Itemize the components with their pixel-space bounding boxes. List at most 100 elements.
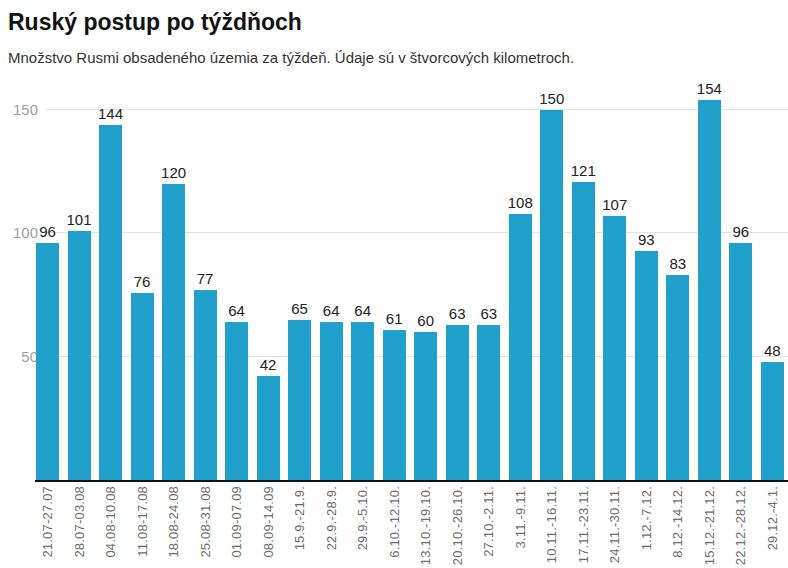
bar[interactable] (729, 243, 752, 480)
y-axis-label: 150 (6, 100, 38, 120)
bar[interactable] (194, 290, 217, 480)
bar[interactable] (68, 231, 91, 480)
x-axis-label: 28.07-03.08 (72, 486, 87, 558)
bar-value-label: 93 (638, 231, 655, 248)
bar[interactable] (414, 332, 437, 480)
y-axis-label: 100 (6, 223, 38, 243)
x-axis-label: 21.07-27.07 (40, 486, 55, 558)
bar-column: 61 (383, 310, 406, 480)
bar-column: 48 (761, 342, 784, 480)
bar[interactable] (572, 182, 595, 480)
x-label-slot: 20.10.-26.10. (446, 486, 469, 568)
x-label-slot: 28.07-03.08 (68, 486, 91, 568)
bar[interactable] (351, 322, 374, 480)
bar[interactable] (257, 376, 280, 480)
bar-value-label: 60 (417, 312, 434, 329)
bar-value-label: 96 (39, 223, 56, 240)
bar-column: 42 (257, 356, 280, 480)
x-axis-label: 24.11.-30.11. (607, 486, 622, 563)
x-axis-label: 29.12.-4.1. (765, 486, 780, 550)
bar-column: 65 (288, 300, 311, 480)
bar[interactable] (698, 100, 721, 480)
chart-title: Ruský postup po týždňoch (8, 8, 788, 36)
bars-container: 9610114476120776442656464616063631081501… (36, 85, 784, 480)
bar-column: 144 (99, 105, 122, 480)
x-axis-label: 01.09-07.09 (229, 486, 244, 558)
x-axis-label: 10.11.-16.11. (544, 486, 559, 563)
bar-column: 64 (225, 302, 248, 480)
x-axis-labels: 21.07-27.07 28.07-03.08 04.08-10.08 11.08-1… (36, 486, 784, 568)
x-axis-label: 04.08-10.08 (103, 486, 118, 558)
bar[interactable] (162, 184, 185, 480)
bar-column: 101 (68, 211, 91, 480)
bar[interactable] (761, 362, 784, 480)
bar-column: 83 (666, 255, 689, 480)
x-axis-label: 18.08-24.08 (166, 486, 181, 558)
x-label-slot: 6.10.-12.10. (383, 486, 406, 568)
x-axis-label: 22.9.-28.9. (324, 486, 339, 550)
bar-column: 76 (131, 273, 154, 480)
bar[interactable] (288, 320, 311, 480)
bar-chart: 50100150 9610114476120776442656464616063… (0, 85, 788, 568)
bar-value-label: 63 (480, 305, 497, 322)
bar-value-label: 61 (386, 310, 403, 327)
x-label-slot: 27.10.-2.11. (477, 486, 500, 568)
bar[interactable] (225, 322, 248, 480)
chart-subtitle: Množstvo Rusmi obsadeného územia za týžd… (8, 48, 788, 68)
bar[interactable] (635, 251, 658, 480)
x-axis-label: 22.12.-28.12. (733, 486, 748, 565)
x-label-slot: 18.08-24.08 (162, 486, 185, 568)
x-axis-label: 27.10.-2.11. (481, 486, 496, 557)
bar-column: 64 (320, 302, 343, 480)
x-label-slot: 22.9.-28.9. (320, 486, 343, 568)
bar-column: 108 (509, 194, 532, 480)
bar-column: 63 (446, 305, 469, 480)
bar-column: 96 (729, 223, 752, 480)
bar-value-label: 120 (161, 164, 186, 181)
bar-value-label: 108 (508, 194, 533, 211)
bar-column: 150 (540, 90, 563, 480)
bar-value-label: 150 (539, 90, 564, 107)
x-axis-label: 6.10.-12.10. (387, 486, 402, 558)
x-axis-label: 17.11.-23.11. (576, 486, 591, 563)
bar[interactable] (131, 293, 154, 480)
bar[interactable] (36, 243, 59, 480)
bar-value-label: 144 (98, 105, 123, 122)
x-axis-label: 8.12.-14.12. (670, 486, 685, 558)
bar-value-label: 96 (733, 223, 750, 240)
x-label-slot: 3.11.-9.11. (509, 486, 532, 568)
bar[interactable] (446, 325, 469, 480)
x-label-slot: 15.9.-21.9. (288, 486, 311, 568)
bar-value-label: 121 (571, 162, 596, 179)
bar[interactable] (509, 214, 532, 480)
bar[interactable] (603, 216, 626, 480)
bar-value-label: 64 (354, 302, 371, 319)
bar[interactable] (477, 325, 500, 480)
x-axis-label: 3.11.-9.11. (513, 486, 528, 548)
bar-value-label: 65 (291, 300, 308, 317)
x-label-slot: 22.12.-28.12. (729, 486, 752, 568)
bar[interactable] (320, 322, 343, 480)
x-label-slot: 13.10.-19.10. (414, 486, 437, 568)
bar-column: 121 (572, 162, 595, 480)
bar-column: 107 (603, 196, 626, 480)
x-label-slot: 29.12.-4.1. (761, 486, 784, 568)
bar[interactable] (383, 330, 406, 480)
x-label-slot: 25.08-31.08 (194, 486, 217, 568)
bar[interactable] (99, 125, 122, 480)
bar[interactable] (540, 110, 563, 480)
bar-column: 77 (194, 270, 217, 480)
bar-value-label: 48 (764, 342, 781, 359)
bar-column: 60 (414, 312, 437, 480)
x-axis-label: 13.10.-19.10. (418, 486, 433, 565)
bar-value-label: 76 (134, 273, 151, 290)
x-axis-label: 25.08-31.08 (198, 486, 213, 558)
bar[interactable] (666, 275, 689, 480)
bar-value-label: 77 (197, 270, 214, 287)
x-label-slot: 29.9.-5.10. (351, 486, 374, 568)
bar-value-label: 63 (449, 305, 466, 322)
bar-column: 154 (698, 80, 721, 480)
x-label-slot: 11.08-17.08 (131, 486, 154, 568)
x-axis-label: 29.9.-5.10. (355, 486, 370, 550)
x-axis-label: 1.12.-7.12. (639, 486, 654, 550)
